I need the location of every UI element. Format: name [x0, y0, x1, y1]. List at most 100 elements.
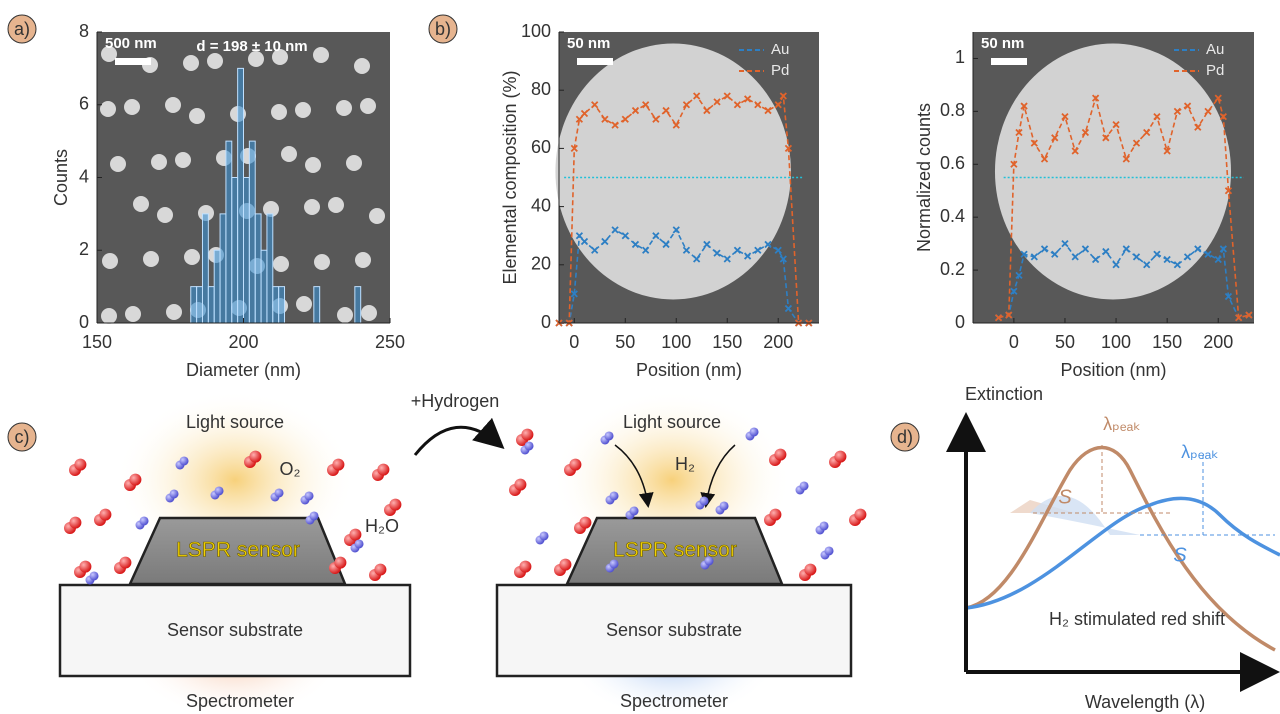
particle: [354, 58, 370, 74]
atom: [332, 458, 345, 471]
marker: [1143, 261, 1151, 269]
marker: [754, 101, 762, 109]
light-label: Light source: [186, 412, 284, 432]
panel-label: b): [435, 19, 451, 39]
marker: [1204, 250, 1212, 258]
y-tick-label: 0: [541, 312, 551, 332]
y-tick-label: 20: [531, 254, 551, 274]
panel-label: a): [14, 19, 30, 39]
x-tick-label: 150: [82, 332, 112, 352]
bar: [260, 249, 268, 324]
marker: [611, 121, 619, 129]
atom: [559, 558, 572, 571]
marker: [621, 115, 629, 123]
particle: [110, 156, 126, 172]
bar: [266, 213, 274, 324]
sensor-label: LSPR sensor: [176, 539, 300, 562]
atom: [719, 501, 729, 511]
bar: [254, 213, 262, 324]
shade: [1030, 495, 1140, 535]
marker: [672, 226, 680, 234]
marker: [621, 232, 629, 240]
particle-image: [994, 43, 1232, 300]
atom: [834, 450, 847, 463]
marker: [662, 106, 670, 115]
chart: Au Pd 50 nm 0 20 40 60 80 100 0 50 100 150 200 Positio…: [428, 14, 819, 380]
panel-d: d) Extinction Wavelength (λ) λₚₑₐₖ λₚₑₐₖ…: [890, 384, 1280, 712]
atom: [774, 448, 787, 461]
series-line: [559, 228, 809, 324]
x-tick-label: 100: [661, 332, 691, 352]
y-tick-label: 8: [79, 21, 89, 41]
width-label: S: [1058, 486, 1072, 508]
atom: [99, 508, 112, 521]
x-tick-label: 50: [1055, 332, 1075, 352]
atom: [349, 528, 362, 541]
particle: [271, 104, 287, 120]
marker: [1102, 247, 1110, 256]
bar: [248, 140, 256, 324]
marker: [754, 246, 762, 254]
bar: [207, 286, 215, 324]
bar: [354, 286, 362, 324]
marker: [631, 240, 640, 249]
marker: [1051, 250, 1059, 258]
marker: [570, 144, 578, 153]
scale-bar-label: 500 nm: [105, 35, 157, 52]
marker: [642, 101, 650, 109]
particle: [101, 46, 117, 62]
marker: [1091, 94, 1100, 102]
marker: [1061, 239, 1069, 248]
particle: [151, 154, 167, 170]
atom: [89, 571, 99, 581]
x-tick-label: 100: [1101, 332, 1131, 352]
h2-label: H₂: [675, 454, 695, 474]
marker: [713, 249, 721, 257]
particle: [272, 49, 288, 65]
scale-bar-label: 50 nm: [981, 35, 1024, 52]
atom: [749, 427, 759, 437]
y-tick-label: 40: [531, 195, 551, 215]
atom: [119, 556, 132, 569]
atom: [769, 508, 782, 521]
panel-label: d): [897, 427, 913, 447]
marker: [1030, 139, 1038, 147]
marker: [1122, 155, 1130, 163]
marker: [743, 252, 752, 260]
y-tick-label: 0.8: [940, 100, 965, 120]
marker: [591, 246, 599, 254]
marker: [1183, 253, 1192, 261]
x-tick-label: 0: [1009, 332, 1019, 352]
particle: [369, 208, 385, 224]
x-tick-label: 150: [1152, 332, 1182, 352]
atom: [374, 563, 387, 576]
particle: [100, 101, 116, 117]
marker: [1081, 128, 1090, 137]
atom: [214, 486, 224, 496]
molecules: [64, 427, 867, 585]
particle: [346, 155, 362, 171]
particle: [175, 152, 191, 168]
y-tick-label: 0: [955, 312, 965, 332]
marker: [601, 237, 609, 246]
marker: [1020, 250, 1028, 258]
atom: [179, 456, 189, 466]
marker: [1204, 107, 1212, 116]
peak-label: λₚₑₐₖ: [1103, 414, 1141, 434]
series-line: [559, 93, 809, 324]
caption: H₂ stimulated red shift: [1049, 609, 1225, 629]
marker: [779, 255, 787, 263]
h2o-label: H₂O: [365, 516, 399, 536]
y-tick-label: 6: [79, 94, 89, 114]
y-tick-label: 0.4: [940, 206, 965, 226]
marker: [1122, 245, 1130, 253]
marker: [1112, 120, 1120, 129]
x-axis-label: Position (nm): [1060, 360, 1166, 380]
panel-label-badge: [890, 422, 920, 452]
marker: [784, 304, 793, 313]
atom: [609, 559, 619, 569]
marker: [652, 115, 660, 123]
marker: [774, 101, 782, 109]
marker: [1010, 160, 1018, 168]
marker: [642, 246, 650, 254]
